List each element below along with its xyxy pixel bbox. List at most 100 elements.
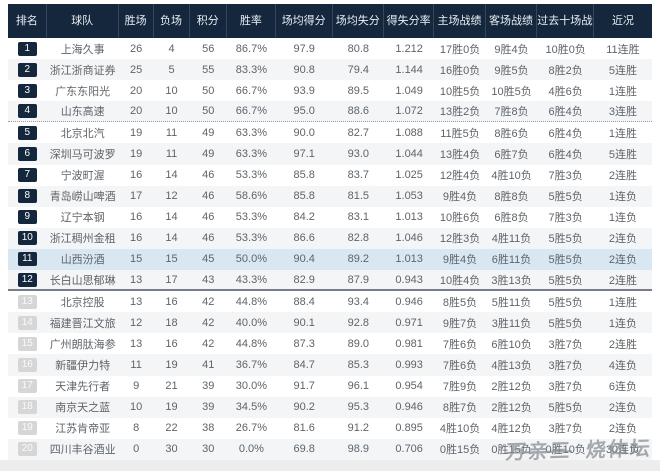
column-header-avg-points-against: 场均失分 xyxy=(333,4,385,38)
points-ratio-cell: 1.049 xyxy=(395,84,423,97)
wins-cell: 0 xyxy=(133,443,140,456)
losses-cell: 14 xyxy=(165,232,178,245)
recent-streak-cell: 11连胜 xyxy=(606,43,640,56)
wins-cell: 11 xyxy=(130,358,142,371)
points-ratio-cell: 0.954 xyxy=(395,380,423,393)
wins-cell: 15 xyxy=(130,253,143,266)
losses-cell: 17 xyxy=(165,273,178,286)
last-10-record-cell: 6胜4负 xyxy=(548,127,583,140)
away-record-cell: 10胜5负 xyxy=(491,85,532,98)
rank-cell: 12 xyxy=(8,272,47,287)
home-record-cell: 12胜3负 xyxy=(439,233,481,246)
points-cell: 41 xyxy=(202,358,215,371)
away-record-cell: 9胜4负 xyxy=(494,43,529,56)
recent-streak-cell: 4连负 xyxy=(608,359,637,372)
home-record-cell: 4胜10负 xyxy=(439,423,481,436)
team-cell: 广州朗肽海参 xyxy=(49,338,116,351)
table-row: 11 山西汾酒 15 15 45 50.0% 90.4 89.2 1.013 9胜4负 6胜11负 5… xyxy=(8,248,652,271)
column-header-rank: 排名 xyxy=(8,4,47,38)
win-rate-cell: 86.7% xyxy=(235,42,267,55)
standings-table: 排名球队胜场负场积分胜率场均得分场均失分得失分率主场战绩客场战绩过去十场战绩 近况… xyxy=(8,4,652,460)
points-ratio-cell: 1.025 xyxy=(395,169,423,182)
points-ratio-cell: 0.946 xyxy=(395,295,423,308)
avg-points-for-cell: 69.8 xyxy=(293,443,315,456)
home-record-cell: 16胜0负 xyxy=(439,64,481,77)
table-row: 17 天津先行者 9 21 39 30.0% 91.7 96.1 0.954 7胜9负 2胜12负 3… xyxy=(8,375,652,397)
away-record-cell: 5胜11负 xyxy=(491,296,532,309)
avg-points-against-cell: 88.6 xyxy=(347,105,369,118)
avg-points-against-cell: 93.4 xyxy=(347,295,369,308)
points-cell: 46 xyxy=(202,211,215,224)
points-cell: 39 xyxy=(202,380,215,393)
rank-cell: 16 xyxy=(8,357,47,372)
points-ratio-cell: 0.946 xyxy=(395,401,423,414)
rank-cell: 9 xyxy=(8,210,47,225)
home-record-cell: 7胜6负 xyxy=(442,359,478,372)
recent-streak-cell: 2连胜 xyxy=(608,274,637,287)
points-ratio-cell: 1.044 xyxy=(395,148,423,161)
last-10-record-cell: 3胜7负 xyxy=(548,381,583,394)
avg-points-against-cell: 82.8 xyxy=(347,232,369,245)
losses-cell: 10 xyxy=(165,105,178,118)
avg-points-for-cell: 84.7 xyxy=(293,358,315,371)
recent-streak-cell: 1连胜 xyxy=(608,296,637,309)
avg-points-for-cell: 87.3 xyxy=(293,337,315,350)
avg-points-for-cell: 93.9 xyxy=(293,84,315,97)
rank-cell: 3 xyxy=(8,83,47,98)
home-record-cell: 9胜7负 xyxy=(442,317,478,330)
points-cell: 49 xyxy=(202,148,215,161)
avg-points-against-cell: 95.3 xyxy=(347,401,369,414)
losses-cell: 10 xyxy=(165,84,178,97)
avg-points-against-cell: 79.4 xyxy=(347,63,369,76)
away-record-cell: 6胜10负 xyxy=(491,338,532,351)
points-ratio-cell: 0.943 xyxy=(395,273,423,286)
wins-cell: 16 xyxy=(130,169,143,182)
home-record-cell: 0胜15负 xyxy=(439,444,481,457)
last-10-record-cell: 0胜10负 xyxy=(545,444,586,457)
rank-badge: 4 xyxy=(17,104,37,119)
away-record-cell: 7胜8负 xyxy=(494,106,529,119)
recent-streak-cell: 6连负 xyxy=(608,381,637,394)
home-record-cell: 9胜4负 xyxy=(442,191,478,204)
table-row: 1 上海久事 26 4 56 86.7% 97.9 80.8 1.212 17胜0负 9胜4负 10胜… xyxy=(8,38,652,60)
rank-cell: 17 xyxy=(8,379,47,394)
column-header-away-record: 客场战绩 xyxy=(486,4,538,38)
rank-cell: 1 xyxy=(8,41,47,56)
home-record-cell: 11胜5负 xyxy=(440,127,480,140)
wins-cell: 26 xyxy=(130,42,143,55)
rank-cell: 14 xyxy=(8,315,47,330)
recent-streak-cell: 1连负 xyxy=(608,212,637,225)
losses-cell: 22 xyxy=(165,422,178,435)
home-record-cell: 12胜4负 xyxy=(439,170,481,183)
rank-cell: 19 xyxy=(8,421,47,436)
points-cell: 38 xyxy=(202,422,215,435)
column-header-points-ratio: 得失分率 xyxy=(384,4,435,38)
losses-cell: 16 xyxy=(165,295,178,308)
team-cell: 广东东阳光 xyxy=(55,85,111,98)
table-row: 3 广东东阳光 20 10 50 66.7% 93.9 89.5 1.049 10胜5负 10胜5负… xyxy=(8,80,652,102)
avg-points-for-cell: 90.1 xyxy=(293,316,315,329)
recent-streak-cell: 1连胜 xyxy=(608,127,637,140)
points-ratio-cell: 1.046 xyxy=(395,232,423,245)
wins-cell: 25 xyxy=(130,63,143,76)
rank-badge: 17 xyxy=(17,379,37,394)
losses-cell: 21 xyxy=(165,380,178,393)
avg-points-against-cell: 85.3 xyxy=(347,358,369,371)
home-record-cell: 8胜7负 xyxy=(442,402,478,415)
losses-cell: 30 xyxy=(165,443,178,456)
points-cell: 46 xyxy=(202,190,215,203)
table-row: 16 新疆伊力特 11 19 41 36.7% 84.7 85.3 0.993 7胜6负 4胜13负… xyxy=(8,354,652,376)
points-ratio-cell: 1.072 xyxy=(395,105,423,118)
rank-cell: 2 xyxy=(8,62,47,77)
last-10-record-cell: 3胜7负 xyxy=(548,338,583,351)
losses-cell: 14 xyxy=(165,169,178,182)
team-cell: 山西汾酒 xyxy=(60,254,105,267)
points-cell: 39 xyxy=(202,401,215,414)
column-header-home-record: 主场战绩 xyxy=(434,4,486,38)
win-rate-cell: 34.5% xyxy=(235,401,267,414)
rank-cell: 7 xyxy=(8,168,47,183)
table-row: 2 浙江浙商证券 25 5 55 83.3% 90.8 79.4 1.144 16胜0负 9胜5负 8… xyxy=(8,59,652,81)
last-10-record-cell: 5胜5负 xyxy=(548,254,583,267)
rank-cell: 6 xyxy=(8,147,47,162)
wins-cell: 16 xyxy=(130,232,143,245)
